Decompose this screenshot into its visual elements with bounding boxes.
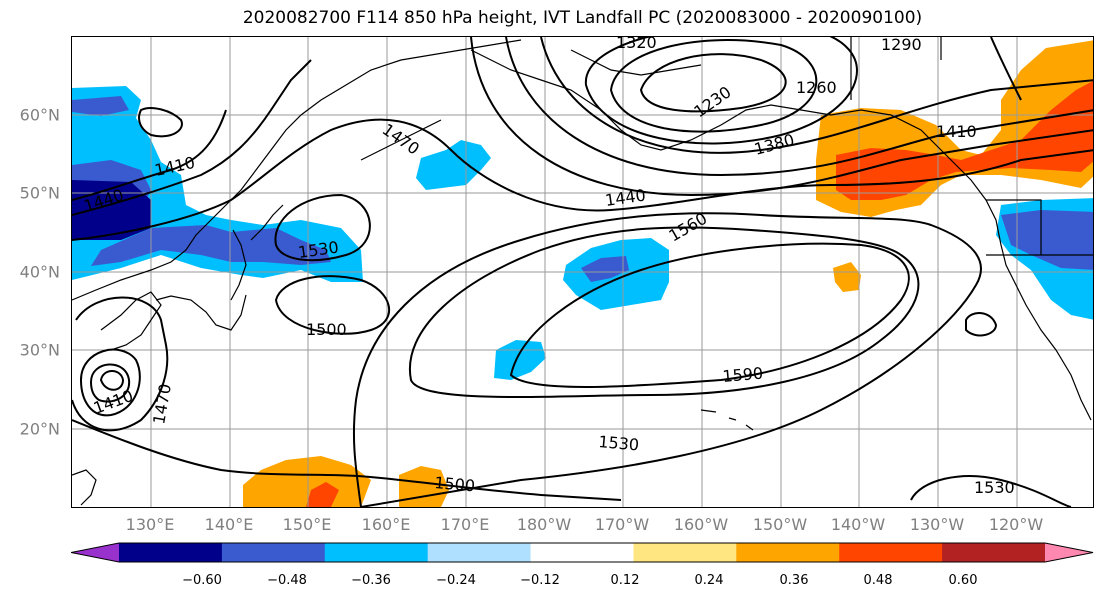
colorbar-segment — [839, 543, 943, 562]
lon-label-160w: 160°W — [673, 515, 729, 534]
contour-label: 1470 — [149, 382, 175, 425]
contour-label: 1410 — [91, 386, 136, 418]
colorbar-outline — [71, 542, 1094, 563]
lat-label-50n: 50°N — [19, 183, 60, 203]
contour-label: 1500 — [434, 473, 476, 495]
lat-label-40n: 40°N — [19, 262, 60, 282]
contour-label: 1320 — [616, 37, 657, 52]
colorbar-segment — [427, 543, 532, 562]
height-contours — [72, 37, 1093, 507]
lat-label-20n: 20°N — [19, 419, 60, 439]
contour-label: 1380 — [752, 130, 796, 159]
colorbar-segment — [633, 543, 737, 562]
colorbar-tick: 0.48 — [863, 573, 893, 588]
colorbar-extend-high — [1045, 543, 1093, 562]
contour-label: 1410 — [936, 122, 977, 141]
lon-label-180w: 180°W — [516, 515, 572, 534]
colorbar-extend-low — [71, 543, 119, 562]
contour-label: 1530 — [974, 478, 1015, 497]
colorbar-segments — [71, 542, 1094, 563]
lon-label-170e: 170°E — [440, 515, 490, 534]
colorbar-segment — [119, 543, 223, 562]
lon-label-120w: 120°W — [988, 515, 1044, 534]
contour-label: 1500 — [306, 320, 347, 339]
contour-label: 1410 — [153, 153, 197, 180]
map-canvas: 1320 1290 1260 1230 1380 1410 1410 1440 … — [72, 37, 1093, 507]
lon-label-150e: 150°E — [282, 515, 332, 534]
lon-label-160e: 160°E — [361, 515, 411, 534]
colorbar-segment — [736, 543, 840, 562]
lat-label-30n: 30°N — [19, 340, 60, 360]
colorbar-tick: 0.24 — [694, 573, 724, 588]
lon-label-170w: 170°W — [594, 515, 650, 534]
contour-label: 1530 — [598, 432, 640, 454]
lon-label-130w: 130°W — [909, 515, 965, 534]
colorbar-tick: −0.36 — [351, 573, 391, 588]
lon-label-140w: 140°W — [830, 515, 886, 534]
lat-label-60n: 60°N — [19, 105, 60, 125]
colorbar-segment — [942, 543, 1046, 562]
colorbar-tick: −0.12 — [520, 573, 560, 588]
colorbar-tick: −0.60 — [182, 573, 222, 588]
map-panel: 1320 1290 1260 1230 1380 1410 1410 1440 … — [71, 36, 1094, 508]
ivt-positive-shading — [243, 40, 1093, 507]
colorbar-tick: −0.48 — [267, 573, 307, 588]
colorbar-segment — [324, 543, 429, 562]
lon-label-140e: 140°E — [204, 515, 254, 534]
colorbar-tick: 0.60 — [948, 573, 978, 588]
contour-label: 1290 — [881, 37, 922, 54]
colorbar-tick: 0.36 — [779, 573, 809, 588]
colorbar — [71, 542, 1094, 563]
colorbar-segment — [221, 543, 326, 562]
map-title: 2020082700 F114 850 hPa height, IVT Land… — [242, 8, 923, 28]
colorbar-tick: 0.12 — [610, 573, 640, 588]
contour-label: 1260 — [796, 78, 837, 97]
colorbar-tick: −0.24 — [436, 573, 476, 588]
colorbar-segment — [530, 543, 634, 562]
contour-label: 1590 — [722, 364, 764, 386]
lon-label-130e: 130°E — [125, 515, 175, 534]
lon-label-150w: 150°W — [752, 515, 808, 534]
